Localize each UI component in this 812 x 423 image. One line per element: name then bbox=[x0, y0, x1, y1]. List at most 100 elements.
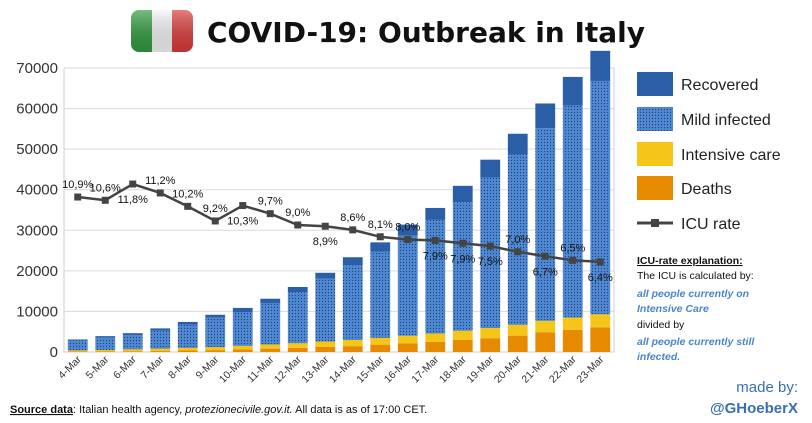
bar-mild bbox=[507, 154, 528, 325]
bar-icu bbox=[177, 347, 198, 351]
plot-area bbox=[63, 67, 615, 353]
explanation-em1a: all people currently on bbox=[637, 288, 749, 300]
bar-mild bbox=[342, 265, 363, 340]
legend-swatch-icu bbox=[637, 142, 673, 166]
bar-deaths bbox=[260, 348, 281, 352]
bar-mild bbox=[535, 128, 556, 321]
bar-icu bbox=[562, 317, 583, 330]
x-axis-ticks: 4-Mar 5-Mar 6-Mar 7-Mar 8-Mar 9-Mar10-Mar11-M… bbox=[56, 353, 607, 385]
legend-label-icu: Intensive care bbox=[681, 147, 781, 164]
bar-recovered bbox=[232, 307, 253, 313]
x-tick-label: 23-Mar bbox=[574, 353, 606, 385]
x-tick-label: 5-Mar bbox=[83, 353, 111, 381]
bar-mild bbox=[177, 324, 198, 348]
legend-label-mild: Mild infected bbox=[681, 112, 771, 129]
legend-label-rate: ICU rate bbox=[681, 216, 741, 233]
bar-deaths bbox=[480, 338, 501, 352]
x-tick-label: 13-Mar bbox=[299, 353, 331, 385]
rate-label: 8,1% bbox=[368, 219, 393, 231]
rate-marker bbox=[486, 242, 494, 250]
bar-recovered bbox=[425, 207, 446, 220]
rate-marker bbox=[431, 236, 439, 244]
y-tick-label: 30000 bbox=[16, 222, 58, 239]
rate-marker bbox=[184, 202, 192, 210]
bar-recovered bbox=[122, 333, 143, 336]
rate-marker bbox=[541, 252, 549, 260]
bar-deaths bbox=[562, 329, 583, 352]
bar-icu bbox=[590, 314, 611, 328]
bar-icu bbox=[452, 330, 473, 340]
bar-recovered bbox=[260, 298, 281, 303]
bar-mild bbox=[95, 337, 116, 350]
rate-label: 10,9% bbox=[62, 179, 93, 191]
bar-recovered bbox=[315, 272, 336, 279]
rate-label: 10,2% bbox=[172, 188, 203, 200]
bar-recovered bbox=[452, 185, 473, 203]
x-tick-label: 12-Mar bbox=[272, 353, 304, 385]
x-tick-label: 7-Mar bbox=[138, 353, 166, 381]
bar-mild bbox=[150, 330, 171, 349]
bar-recovered bbox=[507, 133, 528, 155]
credit-line1: made by: bbox=[736, 379, 798, 396]
explanation-title: ICU-rate explanation: bbox=[637, 255, 743, 267]
bar-icu bbox=[232, 345, 253, 350]
bar-mild bbox=[205, 317, 226, 348]
italy-flag-icon bbox=[131, 10, 193, 52]
bar-recovered bbox=[397, 224, 418, 236]
bar-recovered bbox=[177, 321, 198, 325]
bar-deaths bbox=[590, 327, 611, 352]
icu-rate-line: 10,9%10,6%11,8% 11,2%10,2%9,2%10,3%9,7%9,… bbox=[62, 175, 613, 284]
bar-recovered bbox=[150, 328, 171, 331]
bar-mild bbox=[315, 278, 336, 342]
x-tick-label: 6-Mar bbox=[111, 353, 139, 381]
legend-marker-rate bbox=[651, 219, 659, 227]
bar-deaths bbox=[507, 335, 528, 352]
rate-label: 6,7% bbox=[533, 266, 558, 278]
y-tick-label: 40000 bbox=[16, 182, 58, 199]
bar-icu bbox=[95, 349, 116, 352]
x-tick-label: 8-Mar bbox=[166, 353, 194, 381]
bar-mild bbox=[122, 335, 143, 350]
rate-label: 7,0% bbox=[505, 234, 530, 246]
bar-icu bbox=[480, 328, 501, 339]
rate-label: 11,2% bbox=[145, 175, 176, 187]
bar-recovered bbox=[480, 159, 501, 178]
bar-mild bbox=[67, 340, 88, 351]
legend-swatch-mild bbox=[637, 107, 673, 131]
x-tick-label: 18-Mar bbox=[437, 353, 469, 385]
credit-line2: @GHoeberX bbox=[710, 400, 798, 417]
source-text-b: All data is as of 17:00 CET. bbox=[293, 404, 428, 416]
rate-marker bbox=[294, 221, 302, 229]
bar-icu bbox=[315, 341, 336, 347]
rate-marker bbox=[569, 256, 577, 264]
rate-label: 9,7% bbox=[258, 196, 283, 208]
bar-deaths bbox=[150, 351, 171, 352]
bar-mild bbox=[232, 312, 253, 346]
bar-icu bbox=[370, 337, 391, 345]
bar-deaths bbox=[287, 347, 308, 352]
explanation-em2a: all people currently still bbox=[637, 336, 755, 348]
rate-marker bbox=[74, 193, 82, 201]
bar-icu bbox=[507, 324, 528, 336]
bar-icu bbox=[205, 347, 226, 351]
y-tick-label: 20000 bbox=[16, 263, 58, 280]
rate-marker bbox=[156, 189, 164, 197]
rate-label: 10,6% bbox=[90, 182, 121, 194]
rate-label: 10,3% bbox=[227, 216, 258, 228]
y-tick-label: 0 bbox=[50, 344, 58, 361]
bar-mild bbox=[452, 202, 473, 331]
bar-deaths bbox=[205, 350, 226, 352]
bar-recovered bbox=[287, 286, 308, 293]
rate-line bbox=[77, 182, 601, 264]
bar-mild bbox=[287, 292, 308, 344]
source-footer: Source data: Italian health agency, prot… bbox=[10, 404, 427, 416]
legend: Recovered Mild infected Intensive care D… bbox=[637, 72, 781, 233]
x-tick-label: 15-Mar bbox=[354, 353, 386, 385]
rate-label: 6,5% bbox=[560, 242, 585, 254]
rate-label: 9,2% bbox=[203, 203, 228, 215]
bar-icu bbox=[67, 350, 88, 352]
y-tick-label: 50000 bbox=[16, 141, 58, 158]
rate-marker bbox=[239, 202, 247, 210]
page-title: COVID-19: Outbreak in Italy bbox=[207, 16, 645, 49]
rate-marker bbox=[321, 222, 329, 230]
